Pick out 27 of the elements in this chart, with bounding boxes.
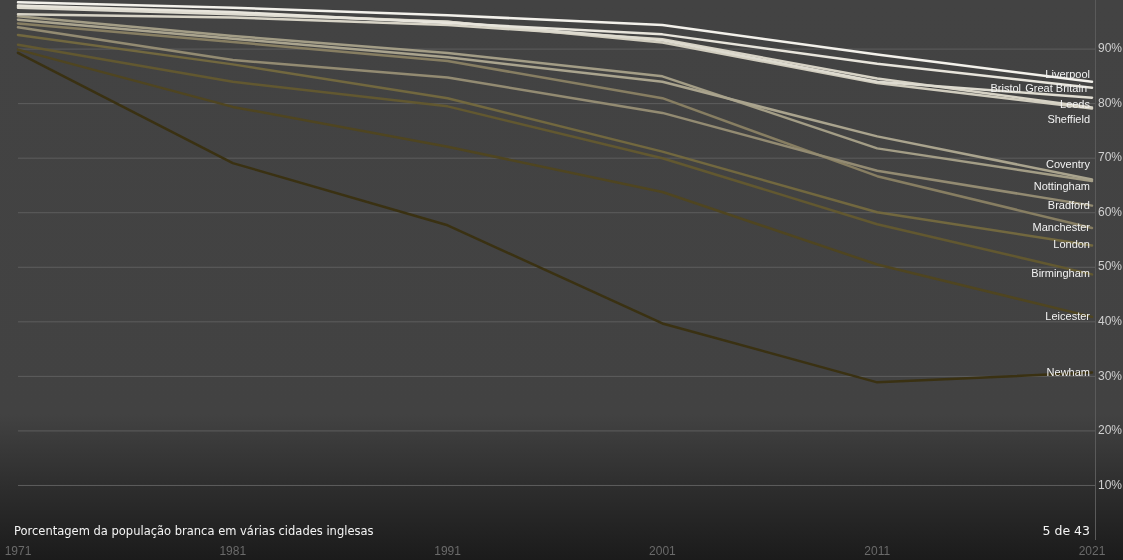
y-tick-label: 80% [1098,95,1123,110]
y-tick-label: 70% [1098,150,1123,165]
x-tick-label: 1981 [219,544,247,558]
x-tick-label: 1991 [434,544,462,558]
series-label: Newham [1046,365,1090,378]
series-label: Coventry [1045,158,1091,171]
series-label: London [1053,238,1090,251]
y-tick-label: 40% [1098,313,1123,328]
y-tick-label: 90% [1098,41,1123,56]
series-label: Bradford [1047,198,1090,211]
series-label: Nottingham [1033,180,1090,192]
series-label: Leicester [1045,309,1091,322]
x-tick-label: 2021 [1078,544,1106,558]
y-tick-label: 30% [1098,368,1123,383]
text: Porcentagem da população branca em várias cidades inglesas [14,524,374,538]
y-tick-label: 10% [1098,477,1123,492]
y-tick-label: 60% [1098,204,1123,219]
y-tick-label: 50% [1098,259,1123,274]
x-tick-label: 2011 [864,544,891,558]
series-label: Liverpool [1045,67,1090,80]
x-tick-label: 2001 [649,544,677,558]
y-tick-label: 20% [1098,423,1123,438]
x-tick-label: 1971 [4,544,32,558]
series-label: Sheffield [1047,112,1090,125]
annotation: 5 de 43 [1042,523,1090,538]
series-label: Birmingham [1031,267,1090,280]
series-label: Manchester [1032,220,1091,233]
